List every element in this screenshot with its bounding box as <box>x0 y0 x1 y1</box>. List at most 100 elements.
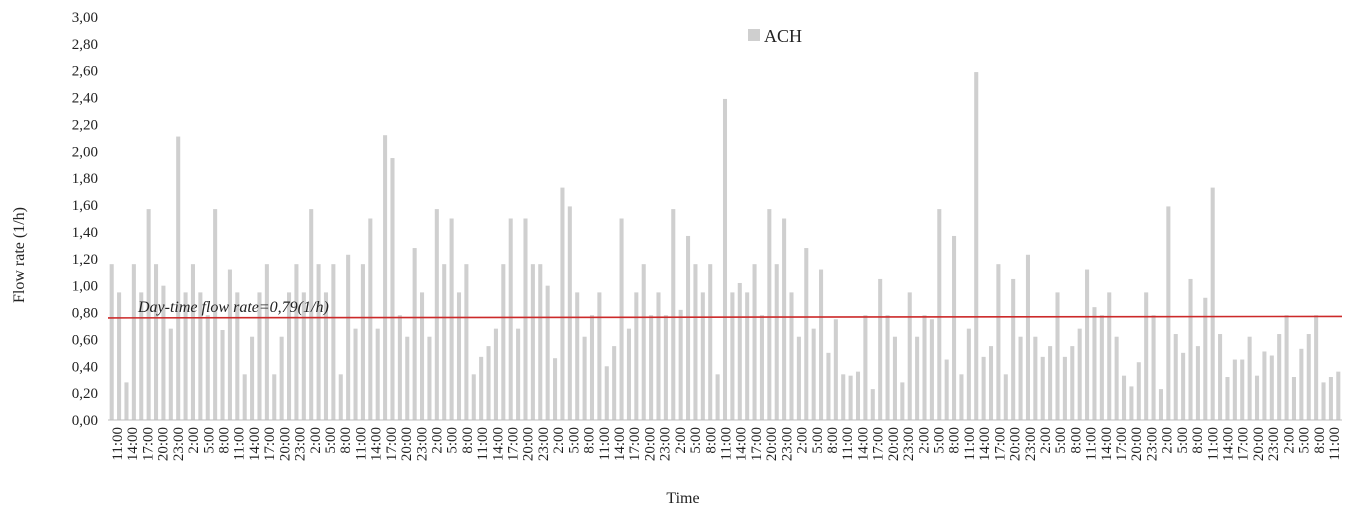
x-tick-label: 20:00 <box>642 427 658 461</box>
x-tick-label: 11:00 <box>597 427 613 461</box>
x-tick-label: 11:00 <box>962 427 978 461</box>
bar <box>323 292 329 420</box>
bar <box>1247 336 1252 420</box>
y-tick-label: 1,20 <box>72 252 98 268</box>
bar <box>663 315 668 420</box>
x-tick-label: 11:00 <box>232 427 248 461</box>
bar <box>1151 315 1156 420</box>
bar <box>759 315 764 420</box>
x-tick-label: 2:00 <box>1281 427 1297 454</box>
x-tick-label: 5:00 <box>445 427 461 454</box>
bar-series-ach <box>109 72 1341 421</box>
x-tick-label: 14:00 <box>977 427 993 461</box>
bar <box>915 336 920 420</box>
x-tick-label: 8:00 <box>338 427 354 454</box>
x-tick-label: 8:00 <box>217 427 233 454</box>
y-tick-label: 0,80 <box>72 306 98 322</box>
legend-swatch-ach <box>748 29 760 41</box>
bar <box>1136 362 1141 420</box>
bar <box>538 264 543 420</box>
bar <box>767 209 772 420</box>
bar <box>227 269 232 420</box>
x-tick-label: 5:00 <box>1297 427 1313 454</box>
bar <box>1188 278 1193 420</box>
bar <box>796 336 801 420</box>
bar <box>442 264 447 420</box>
bar <box>1040 356 1045 420</box>
y-tick-label: 1,40 <box>72 225 98 241</box>
x-tick-label: 17:00 <box>1236 427 1252 461</box>
bar <box>789 292 794 420</box>
bar <box>774 264 779 420</box>
bar <box>1232 359 1237 420</box>
bar <box>671 209 676 420</box>
bar <box>146 209 151 420</box>
bar <box>885 315 890 420</box>
bar <box>804 248 809 420</box>
x-tick-label: 20:00 <box>1008 427 1024 461</box>
bar <box>1062 356 1067 420</box>
bar <box>279 336 284 420</box>
bar <box>434 209 439 420</box>
bar <box>1336 371 1341 420</box>
bar <box>331 264 336 420</box>
y-tick-label: 1,00 <box>72 279 98 295</box>
bar <box>1144 292 1149 420</box>
bar <box>516 328 521 420</box>
x-tick-label: 8:00 <box>1068 427 1084 454</box>
x-tick-label: 17:00 <box>992 427 1008 461</box>
y-tick-label: 0,60 <box>72 332 98 348</box>
bar <box>597 292 602 420</box>
x-tick-label: 2:00 <box>1160 427 1176 454</box>
bar <box>1306 334 1311 420</box>
x-tick-label: 23:00 <box>536 427 552 461</box>
x-tick-label: 20:00 <box>886 427 902 461</box>
bar <box>464 264 469 420</box>
bar <box>1225 377 1230 420</box>
x-axis: 11:00 14:00 17:00 20:00 23:00 2:00 5:00 8:00 11:… <box>110 427 1343 461</box>
x-tick-label: 20:00 <box>277 427 293 461</box>
x-tick-label: 11:00 <box>719 427 735 461</box>
x-tick-label: 11:00 <box>1084 427 1100 461</box>
bar <box>257 292 262 420</box>
bar <box>124 382 129 420</box>
bar <box>427 336 432 420</box>
bar <box>722 98 728 420</box>
bar <box>604 366 609 420</box>
y-tick-label: 2,20 <box>72 117 98 133</box>
bar <box>745 292 750 420</box>
x-tick-label: 17:00 <box>871 427 887 461</box>
bar <box>560 187 565 420</box>
bar <box>264 264 269 420</box>
bar <box>109 264 114 420</box>
bar <box>641 264 646 420</box>
bar <box>375 328 380 420</box>
bar <box>1277 334 1282 420</box>
bar <box>575 292 580 420</box>
x-tick-label: 2:00 <box>186 427 202 454</box>
bar <box>730 292 735 420</box>
bar <box>996 264 1001 420</box>
x-axis-title: Time <box>666 490 699 507</box>
bar <box>693 264 698 420</box>
bar <box>242 374 247 420</box>
bar <box>161 285 166 420</box>
x-tick-label: 17:00 <box>506 427 522 461</box>
bar <box>190 264 195 420</box>
bar <box>346 254 351 420</box>
bar <box>1291 377 1296 420</box>
x-tick-label: 5:00 <box>1175 427 1191 454</box>
bar <box>1262 351 1267 420</box>
bar <box>892 336 897 420</box>
bar <box>1011 278 1016 420</box>
bar <box>1092 307 1097 420</box>
y-tick-label: 2,80 <box>72 37 98 53</box>
bar <box>183 292 188 420</box>
bar <box>1003 374 1008 420</box>
x-tick-label: 2:00 <box>308 427 324 454</box>
x-tick-label: 14:00 <box>855 427 871 461</box>
x-tick-label: 5:00 <box>566 427 582 454</box>
y-tick-label: 0,00 <box>72 413 98 429</box>
bar <box>501 264 506 420</box>
x-tick-label: 17:00 <box>749 427 765 461</box>
